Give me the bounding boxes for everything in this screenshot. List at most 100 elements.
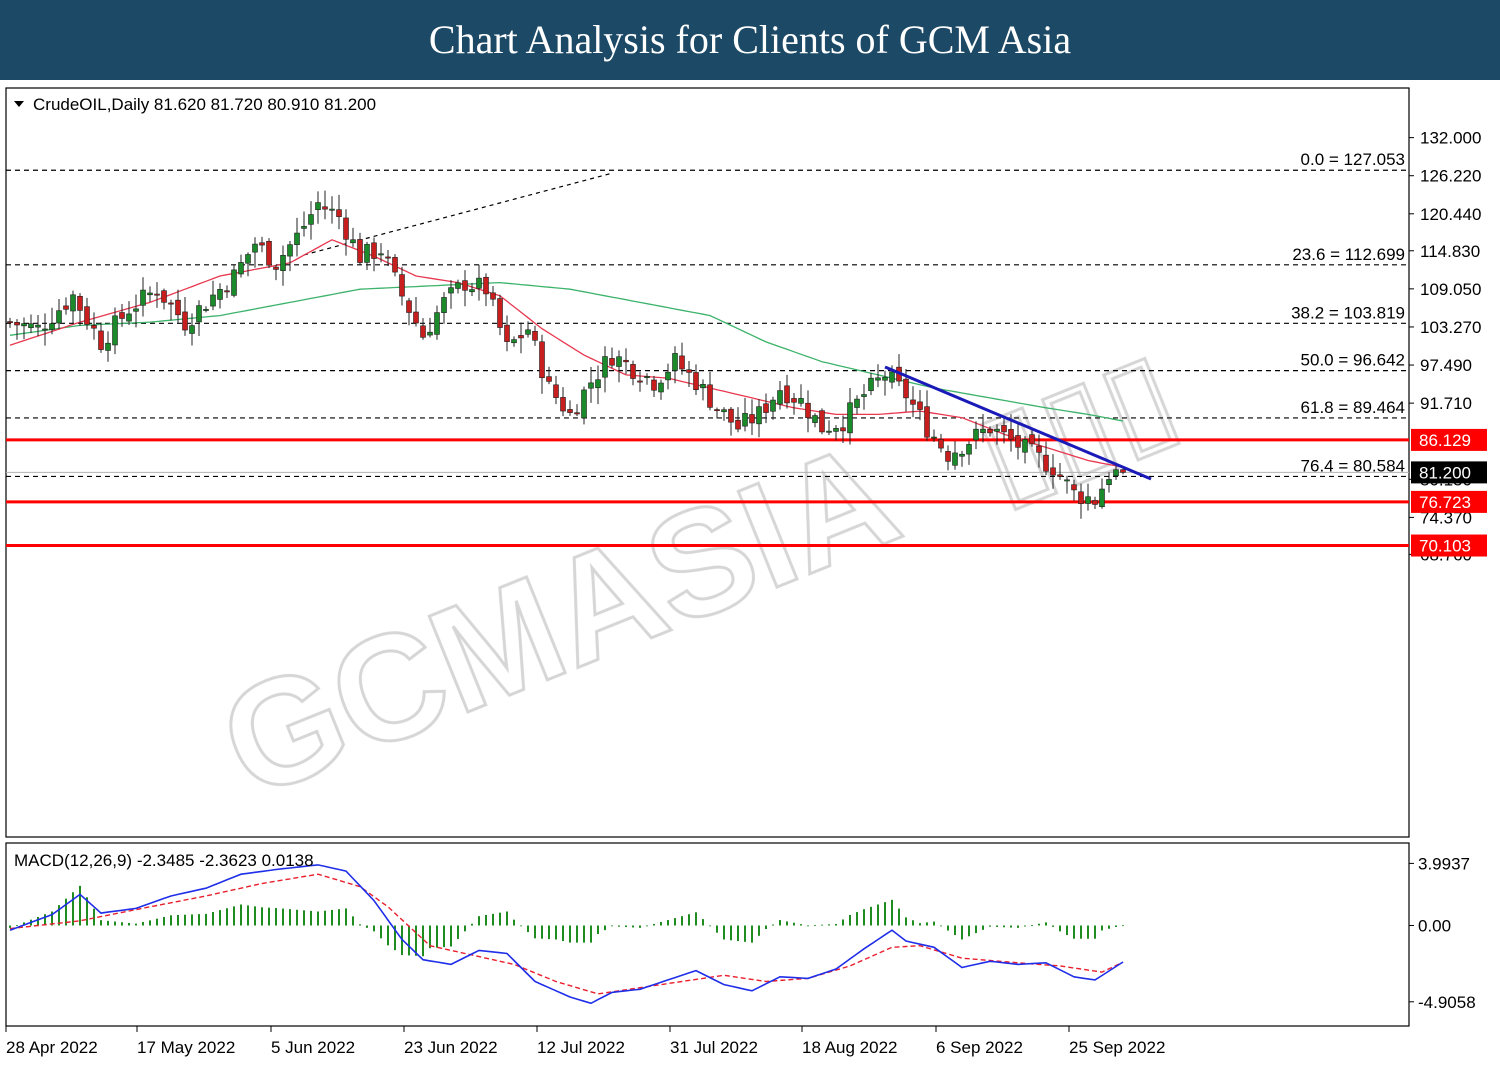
price-axis-label: 109.050: [1420, 280, 1481, 299]
macd-histogram-bar: [646, 925, 648, 927]
macd-histogram-bar: [884, 902, 886, 926]
candle-body: [651, 379, 657, 391]
macd-histogram-bar: [240, 904, 242, 926]
macd-histogram-bar: [317, 911, 319, 926]
candle-body: [588, 382, 594, 389]
macd-histogram-bar: [709, 925, 711, 927]
candle-body: [574, 412, 580, 415]
candle-body: [427, 331, 433, 336]
candle-body: [987, 429, 993, 434]
macd-histogram-bar: [688, 914, 690, 926]
macd-histogram-bar: [513, 919, 515, 926]
macd-histogram-bar: [996, 925, 998, 927]
macd-histogram-bar: [492, 913, 494, 926]
macd-histogram-bar: [807, 925, 809, 927]
candle-body: [126, 313, 132, 322]
macd-histogram-bar: [730, 925, 732, 941]
macd-histogram-bar: [163, 916, 165, 926]
candle-body: [812, 415, 818, 423]
candle-body: [14, 321, 20, 326]
candle-body: [35, 324, 41, 328]
candle-body: [1078, 491, 1084, 504]
candle-body: [308, 214, 314, 225]
candle-body: [259, 242, 265, 246]
candle-body: [630, 364, 636, 379]
level-price-label: 86.129: [1419, 431, 1471, 450]
candle-body: [462, 280, 468, 291]
candle-body: [700, 384, 706, 389]
macd-histogram-bar: [618, 925, 620, 927]
macd-histogram-bar: [702, 919, 704, 926]
date-axis-label: 6 Sep 2022: [936, 1038, 1023, 1057]
candle-body: [133, 308, 139, 312]
macd-histogram-bar: [968, 925, 970, 937]
macd-histogram-bar: [716, 925, 718, 933]
macd-axis-label: 0.00: [1418, 917, 1451, 936]
macd-histogram-bar: [107, 920, 109, 926]
dropdown-triangle-icon[interactable]: [14, 101, 24, 107]
candle-body: [637, 380, 643, 383]
candle-body: [693, 372, 699, 391]
candle-body: [224, 290, 230, 293]
candle-body: [406, 300, 412, 313]
current-price-tag: [1411, 461, 1487, 484]
candle-body: [658, 382, 664, 393]
candle-body: [385, 256, 391, 259]
candle-body: [336, 209, 342, 217]
candle-body: [252, 243, 258, 253]
macd-histogram-bar: [121, 922, 123, 926]
macd-histogram-bar: [814, 925, 816, 926]
macd-histogram-bar: [723, 925, 725, 940]
fib-level-label: 23.6 = 112.699: [1292, 245, 1405, 264]
macd-histogram-bar: [373, 925, 375, 932]
macd-histogram-bar: [534, 925, 536, 939]
candle-body: [1092, 500, 1098, 505]
candle-body: [854, 398, 860, 408]
candle-body: [1071, 484, 1077, 491]
macd-line: [9, 864, 1124, 1005]
candle-body: [294, 232, 300, 245]
macd-axis-label: 3.9937: [1418, 854, 1470, 873]
candle-body: [140, 289, 146, 306]
macd-histogram-bar: [1017, 925, 1019, 928]
macd-histogram-bar: [79, 885, 81, 926]
macd-histogram-bar: [541, 925, 543, 939]
candle-body: [364, 244, 370, 263]
candle-body: [833, 428, 839, 432]
macd-histogram-bar: [345, 908, 347, 926]
candle-body: [98, 330, 104, 350]
candle-body: [763, 403, 769, 413]
macd-histogram-bar: [359, 924, 361, 926]
macd-histogram-bar: [226, 908, 228, 926]
candle-body: [91, 325, 97, 329]
candle-body: [245, 254, 251, 264]
candle-body: [476, 277, 482, 289]
candle-body: [581, 389, 587, 419]
macd-histogram-bar: [905, 917, 907, 926]
date-axis-label: 18 Aug 2022: [802, 1038, 897, 1057]
candle-body: [350, 239, 356, 244]
candle-body: [322, 206, 328, 210]
candle-body: [973, 428, 979, 441]
candle-body: [392, 257, 398, 273]
candle-body: [1120, 469, 1126, 473]
candle-body: [805, 402, 811, 419]
candle-body: [112, 315, 118, 346]
macd-histogram-bar: [1108, 925, 1110, 929]
candle-body: [721, 409, 727, 413]
macd-title: MACD(12,26,9) -2.3485 -2.3623 0.0138: [14, 851, 314, 870]
candle-body: [784, 385, 790, 404]
macd-histogram-bar: [562, 925, 564, 942]
candle-body: [168, 302, 174, 305]
macd-histogram-bar: [268, 907, 270, 926]
candle-body: [560, 397, 566, 412]
candle-body: [1036, 445, 1042, 453]
candle-body: [959, 453, 965, 457]
candle-body: [756, 406, 762, 425]
candle-body: [357, 239, 363, 263]
candle-body: [980, 428, 986, 433]
candle-body: [1043, 454, 1049, 472]
candle-body: [196, 305, 202, 323]
level-price-tag: [1411, 490, 1487, 513]
macd-histogram-bar: [464, 925, 466, 932]
